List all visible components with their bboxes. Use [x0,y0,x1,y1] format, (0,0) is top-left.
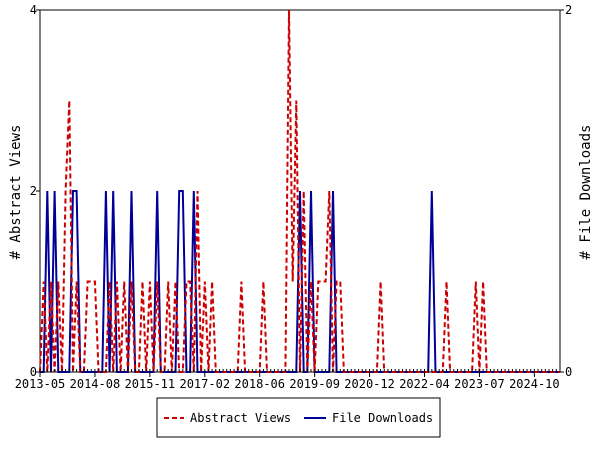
y-right-tick-label: 0 [565,365,572,379]
legend-label-abstract-views: Abstract Views [190,411,291,425]
x-tick-label: 2015-11 [125,377,176,391]
x-tick-label: 2024-10 [509,377,560,391]
legend-box [156,397,441,438]
x-tick-label: 2022-04 [399,377,450,391]
plot-area [39,9,561,373]
x-tick-label: 2013-05 [15,377,66,391]
x-tick-label: 2023-07 [454,377,505,391]
x-tick-label: 2019-09 [289,377,340,391]
y-axis-left-title: # Abstract Views [8,125,24,260]
series-line-file-downloads [40,190,560,373]
y-axis-right: 02 [560,3,572,379]
x-tick-label: 2017-02 [179,377,230,391]
y-left-tick-label: 2 [30,184,37,198]
y-left-tick-label: 4 [30,3,37,17]
y-right-tick-label: 2 [565,3,572,17]
legend: Abstract Views File Downloads [156,397,441,438]
x-axis: 2013-05 2014-08 2015-11 2017-02 2018-06 2019-… [15,369,561,391]
legend-label-file-downloads: File Downloads [332,411,433,425]
y-left-tick-label: 0 [30,365,37,379]
x-tick-label: 2014-08 [70,377,121,391]
y-axis-right-title: # File Downloads [578,125,594,260]
x-tick-label: 2018-06 [234,377,285,391]
y-axis-left: 0 2 4 [30,3,40,379]
x-tick-label: 2020-12 [344,377,395,391]
